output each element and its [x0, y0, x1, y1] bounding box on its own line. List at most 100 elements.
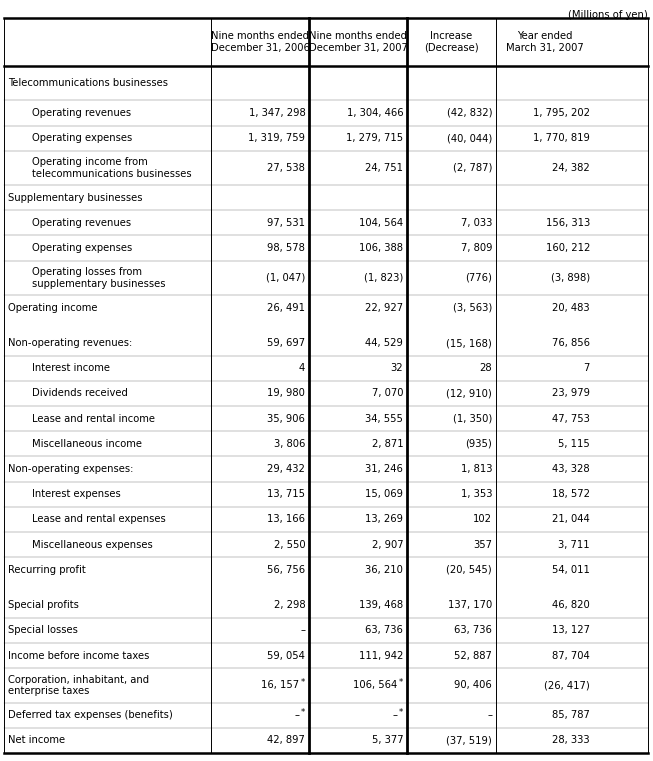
Text: Telecommunications businesses: Telecommunications businesses [8, 78, 168, 88]
Text: 1, 347, 298: 1, 347, 298 [249, 108, 305, 118]
Text: Income before income taxes: Income before income taxes [8, 651, 150, 661]
Text: 28, 333: 28, 333 [552, 735, 590, 746]
Text: 63, 736: 63, 736 [454, 626, 492, 635]
Text: *: * [399, 678, 404, 687]
Text: Operating revenues: Operating revenues [32, 218, 131, 228]
Text: 90, 406: 90, 406 [454, 680, 492, 690]
Text: 5, 377: 5, 377 [372, 735, 403, 746]
Text: Miscellaneous income: Miscellaneous income [32, 439, 142, 449]
Text: 22, 927: 22, 927 [365, 303, 403, 313]
Text: (42, 832): (42, 832) [447, 108, 492, 118]
Text: 1, 279, 715: 1, 279, 715 [346, 133, 403, 143]
Text: 2, 871: 2, 871 [372, 439, 403, 449]
Text: 52, 887: 52, 887 [454, 651, 492, 661]
Text: –: – [295, 710, 299, 720]
Text: 76, 856: 76, 856 [552, 338, 590, 348]
Text: (37, 519): (37, 519) [446, 735, 492, 746]
Text: Increase
(Decrease): Increase (Decrease) [424, 31, 479, 53]
Text: Supplementary businesses: Supplementary businesses [8, 193, 142, 202]
Text: Miscellaneous expenses: Miscellaneous expenses [32, 540, 153, 549]
Text: –: – [300, 626, 305, 635]
Text: Interest income: Interest income [32, 363, 110, 374]
Text: 357: 357 [473, 540, 492, 549]
Text: (1, 047): (1, 047) [266, 273, 305, 283]
Text: 56, 756: 56, 756 [267, 565, 305, 575]
Text: 7, 033: 7, 033 [460, 218, 492, 228]
Text: 2, 298: 2, 298 [274, 600, 305, 610]
Text: 46, 820: 46, 820 [552, 600, 590, 610]
Text: Corporation, inhabitant, and
enterprise taxes: Corporation, inhabitant, and enterprise … [8, 675, 149, 696]
Text: 1, 353: 1, 353 [460, 489, 492, 499]
Text: Lease and rental income: Lease and rental income [32, 414, 155, 424]
Text: 35, 906: 35, 906 [267, 414, 305, 424]
Text: (12, 910): (12, 910) [446, 388, 492, 399]
Text: 139, 468: 139, 468 [359, 600, 403, 610]
Text: 4: 4 [299, 363, 305, 374]
Text: (1, 350): (1, 350) [453, 414, 492, 424]
Text: Interest expenses: Interest expenses [32, 489, 121, 499]
Text: Non-operating expenses:: Non-operating expenses: [8, 464, 133, 474]
Text: 98, 578: 98, 578 [267, 243, 305, 253]
Text: 43, 328: 43, 328 [552, 464, 590, 474]
Text: 160, 212: 160, 212 [545, 243, 590, 253]
Text: 1, 304, 466: 1, 304, 466 [347, 108, 403, 118]
Text: 1, 770, 819: 1, 770, 819 [533, 133, 590, 143]
Text: 24, 382: 24, 382 [552, 163, 590, 173]
Text: 42, 897: 42, 897 [267, 735, 305, 746]
Text: 13, 269: 13, 269 [365, 514, 403, 524]
Text: 13, 127: 13, 127 [552, 626, 590, 635]
Text: 32: 32 [390, 363, 403, 374]
Text: Operating income from
telecommunications businesses: Operating income from telecommunications… [32, 157, 191, 179]
Text: Nine months ended
December 31, 2007: Nine months ended December 31, 2007 [309, 31, 407, 53]
Text: (Millions of yen): (Millions of yen) [568, 10, 648, 20]
Text: –: – [392, 710, 397, 720]
Text: *: * [399, 708, 404, 717]
Text: 106, 388: 106, 388 [359, 243, 403, 253]
Text: Recurring profit: Recurring profit [8, 565, 86, 575]
Text: (3, 898): (3, 898) [550, 273, 590, 283]
Text: Lease and rental expenses: Lease and rental expenses [32, 514, 166, 524]
Text: 102: 102 [473, 514, 492, 524]
Text: (1, 823): (1, 823) [364, 273, 403, 283]
Text: (2, 787): (2, 787) [453, 163, 492, 173]
Text: Operating revenues: Operating revenues [32, 108, 131, 118]
Text: 13, 166: 13, 166 [267, 514, 305, 524]
Text: (15, 168): (15, 168) [446, 338, 492, 348]
Text: Deferred tax expenses (benefits): Deferred tax expenses (benefits) [8, 710, 173, 720]
Text: 59, 054: 59, 054 [267, 651, 305, 661]
Text: 87, 704: 87, 704 [552, 651, 590, 661]
Text: 59, 697: 59, 697 [267, 338, 305, 348]
Text: 23, 979: 23, 979 [552, 388, 590, 399]
Text: (40, 044): (40, 044) [447, 133, 492, 143]
Text: 104, 564: 104, 564 [359, 218, 403, 228]
Text: 16, 157: 16, 157 [261, 680, 299, 690]
Text: 137, 170: 137, 170 [448, 600, 492, 610]
Text: 156, 313: 156, 313 [546, 218, 590, 228]
Text: Operating income: Operating income [8, 303, 97, 313]
Text: Year ended
March 31, 2007: Year ended March 31, 2007 [506, 31, 584, 53]
Text: 7: 7 [584, 363, 590, 374]
Text: 111, 942: 111, 942 [358, 651, 403, 661]
Text: 2, 907: 2, 907 [372, 540, 403, 549]
Text: (26, 417): (26, 417) [544, 680, 590, 690]
Text: 85, 787: 85, 787 [552, 710, 590, 720]
Text: Special losses: Special losses [8, 626, 78, 635]
Text: 1, 813: 1, 813 [460, 464, 492, 474]
Text: 54, 011: 54, 011 [552, 565, 590, 575]
Text: Operating expenses: Operating expenses [32, 133, 133, 143]
Text: 29, 432: 29, 432 [267, 464, 305, 474]
Text: 24, 751: 24, 751 [365, 163, 403, 173]
Text: *: * [301, 708, 306, 717]
Text: 63, 736: 63, 736 [365, 626, 403, 635]
Text: Dividends received: Dividends received [32, 388, 128, 399]
Text: Operating expenses: Operating expenses [32, 243, 133, 253]
Text: 21, 044: 21, 044 [552, 514, 590, 524]
Text: 15, 069: 15, 069 [365, 489, 403, 499]
Text: 97, 531: 97, 531 [267, 218, 305, 228]
Text: Nine months ended
December 31, 2006: Nine months ended December 31, 2006 [211, 31, 310, 53]
Text: 20, 483: 20, 483 [552, 303, 590, 313]
Text: 36, 210: 36, 210 [365, 565, 403, 575]
Text: (776): (776) [465, 273, 492, 283]
Text: 3, 711: 3, 711 [558, 540, 590, 549]
Text: 106, 564: 106, 564 [353, 680, 397, 690]
